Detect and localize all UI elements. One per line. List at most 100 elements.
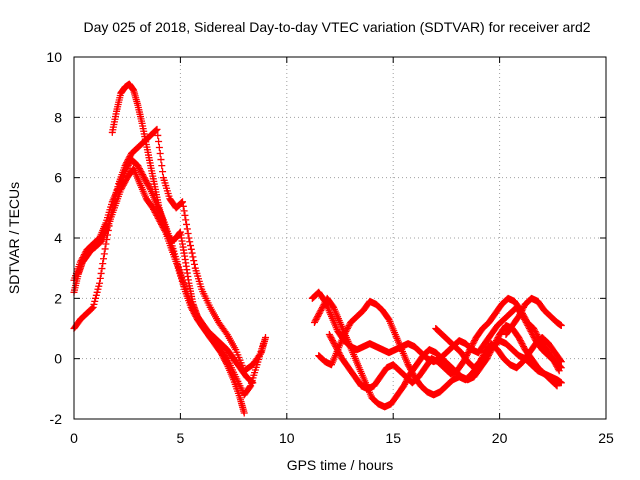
data-point [518, 340, 526, 348]
data-point [151, 208, 159, 216]
data-point [400, 382, 408, 390]
data-point [557, 379, 565, 387]
data-point [134, 162, 142, 170]
data-point [557, 357, 565, 365]
data-point [515, 334, 523, 342]
data-point [333, 346, 341, 354]
data-point [154, 214, 162, 222]
data-point [184, 229, 192, 237]
data-point [222, 353, 230, 361]
data-point [534, 332, 542, 340]
data-point [189, 253, 197, 261]
data-point [406, 365, 414, 373]
data-point [470, 338, 478, 346]
data-point [158, 222, 166, 230]
data-point [123, 159, 131, 167]
data-point [520, 303, 528, 311]
data-point [518, 306, 526, 314]
data-point [180, 207, 188, 215]
data-point [188, 305, 196, 313]
data-point [240, 409, 248, 417]
data-point [312, 315, 320, 323]
axis-ticks [73, 56, 607, 420]
data-point [120, 180, 128, 188]
data-point [88, 304, 96, 312]
data-point [161, 226, 169, 234]
data-point [530, 326, 538, 334]
data-point [123, 157, 131, 165]
data-point [153, 211, 161, 219]
data-point [92, 294, 100, 302]
data-point [118, 183, 126, 191]
data-point [142, 177, 150, 185]
data-point [534, 334, 542, 342]
data-point [341, 329, 349, 337]
data-point [150, 205, 158, 213]
data-point [401, 379, 409, 387]
data-point [183, 225, 191, 233]
data-point [344, 323, 352, 331]
data-points [70, 80, 565, 417]
data-point [156, 217, 164, 225]
data-point [551, 359, 559, 367]
y-tick-label: 0 [54, 351, 62, 367]
data-point [554, 365, 562, 373]
data-point [471, 337, 479, 345]
data-point [126, 153, 134, 161]
data-point [88, 305, 96, 313]
y-tick-label: 6 [54, 170, 62, 186]
data-point [155, 216, 163, 224]
data-point [316, 308, 324, 316]
y-tick-label: 2 [54, 290, 62, 306]
data-point [522, 315, 530, 323]
data-point [154, 213, 162, 221]
data-point [139, 172, 147, 180]
data-point [337, 352, 345, 360]
data-point [516, 309, 524, 317]
data-point [310, 318, 318, 326]
y-axis-label: SDTVAR / TECUs [6, 182, 22, 294]
data-point [187, 303, 195, 311]
data-point [159, 223, 167, 231]
data-point [318, 305, 326, 313]
data-point [533, 331, 541, 339]
data-point [532, 329, 540, 337]
data-point [190, 260, 198, 268]
data-point [469, 340, 477, 348]
data-point [160, 225, 168, 233]
data-point [155, 137, 163, 145]
data-point [118, 184, 126, 192]
data-point [406, 364, 414, 372]
data-point [407, 367, 415, 375]
data-point [153, 125, 161, 133]
data-point [124, 156, 132, 164]
data-point [332, 343, 340, 351]
data-point [335, 349, 343, 357]
data-point [519, 341, 527, 349]
data-point [516, 311, 524, 319]
data-point [333, 344, 341, 352]
data-point [259, 340, 267, 348]
x-tick-label: 0 [70, 430, 78, 446]
data-point [187, 245, 195, 253]
data-point [157, 219, 165, 227]
data-point [464, 349, 472, 357]
data-point [149, 204, 157, 212]
y-tick-labels: -2 0 2 4 6 8 10 [46, 49, 62, 427]
data-point [119, 181, 127, 189]
data-point [404, 361, 412, 369]
data-point [121, 162, 129, 170]
data-point [466, 346, 474, 354]
data-point [122, 160, 130, 168]
data-point [151, 127, 159, 135]
data-point [139, 171, 147, 179]
data-point [327, 334, 335, 342]
data-point [90, 300, 98, 308]
data-point [158, 162, 166, 170]
data-point [554, 364, 562, 372]
chart-title: Day 025 of 2018, Sidereal Day-to-day VTE… [83, 19, 590, 35]
x-tick-label: 10 [279, 430, 295, 446]
data-point [320, 300, 328, 308]
data-point [467, 344, 475, 352]
x-tick-label: 5 [177, 430, 185, 446]
